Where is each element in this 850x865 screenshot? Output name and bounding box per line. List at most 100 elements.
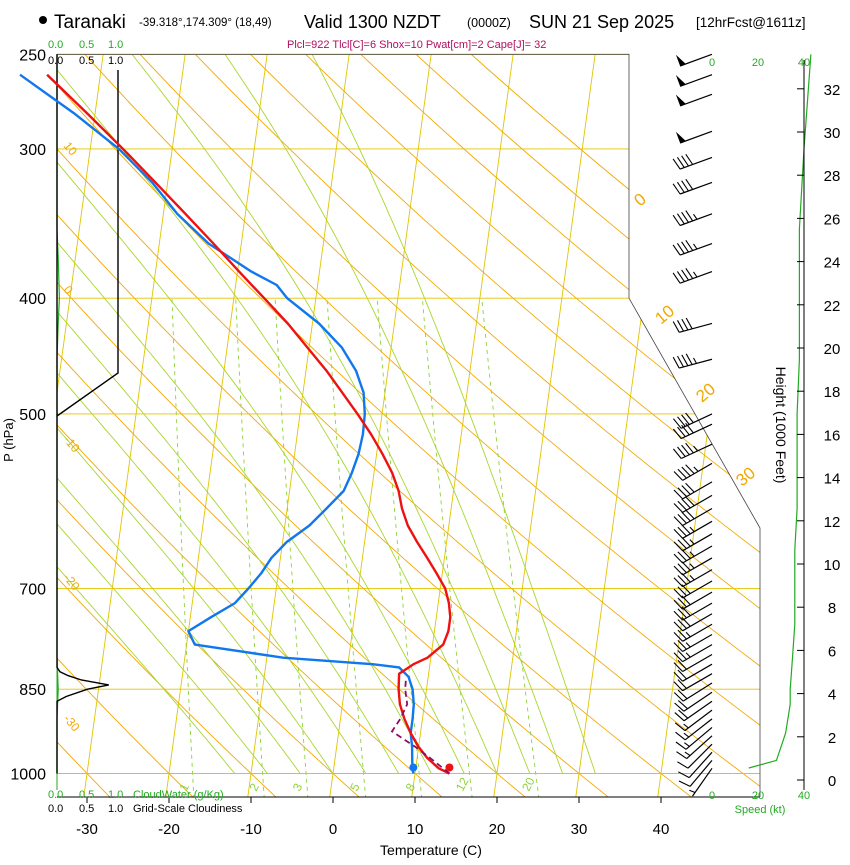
wind-barb-staff [684, 701, 712, 721]
height-tick-label: 24 [824, 255, 841, 272]
wind-barb-feather [679, 781, 690, 786]
wind-barb-half-feather [684, 724, 689, 728]
temperature-tick-label: 40 [653, 821, 670, 838]
wind-barb [673, 318, 712, 332]
height-tick-label: 32 [824, 82, 841, 99]
wind-barb [673, 413, 712, 428]
wind-barb-half-feather [686, 653, 690, 657]
cloudwater-label: CloudWater (g/Kg) [133, 789, 224, 801]
cloudiness-tick-1-bottom: 1.0 [108, 803, 123, 815]
moist-adiabat-line [0, 0, 300, 774]
wind-barb [673, 179, 712, 194]
wind-barb-feather [677, 762, 688, 768]
wind-barb [676, 54, 712, 66]
cloudiness-label: Grid-Scale Cloudiness [133, 803, 243, 815]
wind-barb-staff [679, 359, 712, 368]
mixing-ratio-line [377, 298, 422, 799]
height-tick-label: 2 [828, 730, 836, 747]
wind-barb-half-feather [694, 272, 698, 277]
dry-adiabat-label: 10 [61, 139, 81, 158]
wind-barb-half-feather [694, 446, 698, 451]
mixing-ratio-line [236, 298, 265, 799]
temperature-tick-label: -10 [240, 821, 262, 838]
height-tick-label: 8 [828, 600, 836, 617]
pressure-tick-label: 500 [19, 407, 46, 424]
wind-barb [673, 268, 712, 283]
surface-dewpoint-marker [409, 764, 417, 772]
location-title: Taranaki [54, 12, 126, 33]
moist-adiabat-line [140, 0, 562, 774]
height-tick-label: 28 [824, 168, 841, 185]
moist-adiabat-label: 0 [630, 189, 649, 210]
wind-barb [674, 495, 712, 512]
cloudiness-upper-profile [57, 70, 118, 416]
wind-barb-pennant [676, 75, 686, 86]
wind-barb-feather [682, 355, 688, 366]
temperature-tick-label: 0 [329, 821, 337, 838]
isotherm-line [658, 0, 775, 799]
wind-barb-staff [680, 244, 712, 256]
mixing-ratio-label: 12 [453, 775, 472, 794]
wind-barb [674, 624, 712, 641]
mixing-ratio-label: 20 [519, 775, 538, 794]
dry-adiabat-line [294, 0, 850, 799]
wind-barb-staff [683, 674, 712, 691]
isotherm-line [2, 0, 119, 799]
valid-time: Valid 1300 NZDT [304, 12, 441, 32]
wind-barb-half-feather [690, 564, 694, 569]
wind-barb-staff [685, 710, 712, 730]
wind-barb-half-feather [686, 632, 690, 637]
x-axis-title: Temperature (C) [380, 842, 482, 858]
wind-barb [674, 645, 712, 662]
zulu-time: (0000Z) [467, 16, 511, 30]
height-tick-label: 16 [824, 427, 841, 444]
y-axis-title: P (hPa) [1, 418, 16, 462]
wind-barbs [673, 54, 712, 796]
wind-barb-feather [678, 356, 684, 367]
wind-barb-feather [678, 320, 684, 331]
wind-barb-feather [686, 318, 692, 329]
wind-barb [674, 683, 712, 701]
wind-barb-staff [684, 692, 712, 711]
plot-outline [57, 54, 760, 797]
speed-tick-20-bottom: 20 [752, 790, 764, 802]
wind-barb-staff [680, 157, 712, 169]
wind-barb-staff [680, 131, 712, 143]
dry-adiabat-label: -30 [61, 712, 83, 735]
height-axis: Height (1000 Feet) 024681012141618202224… [773, 60, 840, 790]
surface-temperature-marker [445, 764, 453, 772]
height-tick-label: 4 [828, 687, 836, 704]
wind-barb-half-feather [694, 467, 698, 472]
dry-adiabat-line [0, 0, 444, 799]
wind-barb [673, 240, 712, 255]
dry-adiabat-line [191, 0, 850, 799]
dry-adiabats [0, 0, 850, 799]
moist-adiabat-line [0, 0, 464, 774]
wind-barb-half-feather [694, 358, 697, 363]
height-tick-label: 0 [828, 773, 836, 790]
wind-barb-pennant [676, 95, 686, 106]
mixing-ratio-line [482, 298, 539, 799]
wind-barb-feather [682, 319, 688, 330]
cloudiness-tick-05-bottom: 0.5 [79, 803, 94, 815]
speed-tick-40-bottom: 40 [798, 790, 810, 802]
wind-barb [676, 719, 713, 740]
cloudwater-tick-1: 1.0 [108, 39, 123, 51]
height-tick-label: 30 [824, 125, 841, 142]
pressure-tick-label: 300 [19, 142, 46, 159]
cloudwater-tick-05-bottom: 0.5 [79, 789, 94, 801]
dry-adiabat-line [0, 0, 361, 799]
wind-barb [674, 482, 712, 499]
wind-barb-staff [683, 654, 712, 671]
cloudwater-tick-05: 0.5 [79, 39, 94, 51]
height-tick-label: 18 [824, 384, 841, 401]
wind-barb [676, 75, 712, 87]
temperature-line [47, 75, 450, 774]
mixing-ratio-label: 8 [403, 781, 419, 794]
wind-barb [673, 354, 712, 368]
speed-tick-20: 20 [752, 57, 764, 69]
dry-adiabat-line [0, 0, 850, 799]
wind-barb [676, 131, 712, 143]
stability-indices: Plcl=922 Tlcl[C]=6 Shox=10 Pwat[cm]=2 Ca… [287, 39, 546, 51]
